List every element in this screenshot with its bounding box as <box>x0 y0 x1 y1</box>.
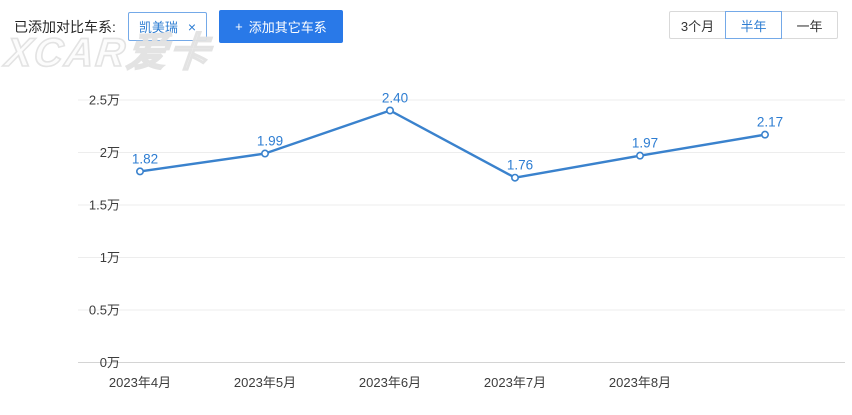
data-point[interactable] <box>510 173 519 182</box>
y-tick-label: 2万 <box>100 145 120 160</box>
y-tick-label: 0万 <box>100 355 120 370</box>
data-point[interactable] <box>385 106 394 115</box>
add-series-button[interactable]: + 添加其它车系 <box>219 10 343 43</box>
add-series-button-label: 添加其它车系 <box>248 20 327 35</box>
period-toggle: 3个月 半年 一年 <box>669 11 838 39</box>
x-tick-label: 2023年4月 <box>109 375 171 390</box>
y-tick-label: 2.5万 <box>89 93 120 108</box>
data-label: 1.97 <box>632 136 658 151</box>
x-tick-label: 2023年6月 <box>359 375 421 390</box>
data-label: 2.40 <box>382 91 408 106</box>
plus-icon: + <box>235 19 243 34</box>
data-point[interactable] <box>260 149 269 158</box>
series-tag-text: 凯美瑞 <box>138 20 178 35</box>
data-point[interactable] <box>635 151 644 160</box>
data-label: 2.17 <box>757 115 783 130</box>
data-point[interactable] <box>136 167 145 176</box>
header-left: 已添加对比车系: 凯美瑞 × + 添加其它车系 <box>14 10 343 43</box>
data-point[interactable] <box>760 130 769 139</box>
series-line <box>138 109 767 179</box>
x-tick-label: 2023年5月 <box>234 375 296 390</box>
y-tick-label: 0.5万 <box>89 303 120 318</box>
data-label: 1.82 <box>132 151 158 166</box>
y-tick-label: 1.5万 <box>89 198 120 213</box>
period-button-halfyear[interactable]: 半年 <box>725 11 782 39</box>
x-tick-label: 2023年7月 <box>484 375 546 390</box>
added-series-label: 已添加对比车系: <box>14 18 116 35</box>
close-icon[interactable]: × <box>187 18 197 35</box>
data-label: 1.99 <box>257 134 283 149</box>
y-tick-label: 1万 <box>100 250 120 265</box>
series-tag-camry[interactable]: 凯美瑞 × <box>127 12 208 41</box>
x-tick-label: 2023年8月 <box>609 375 671 390</box>
period-button-3months[interactable]: 3个月 <box>669 11 726 39</box>
period-button-1year[interactable]: 一年 <box>781 11 838 39</box>
data-label: 1.76 <box>507 158 533 173</box>
